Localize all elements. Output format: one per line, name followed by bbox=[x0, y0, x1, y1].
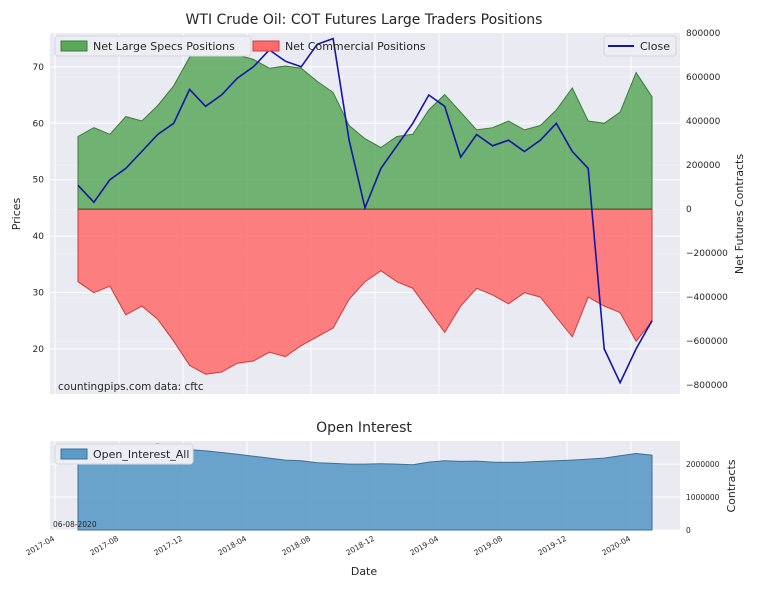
top-close-line bbox=[77, 37, 653, 385]
top-left-ticks: 20 30 40 50 60 70 bbox=[33, 63, 45, 355]
right-tick-label: −200000 bbox=[686, 249, 728, 259]
left-tick-label: 40 bbox=[33, 232, 45, 242]
watermark-text: countingpips.com bbox=[58, 381, 151, 393]
legend-swatch-open-interest bbox=[60, 448, 88, 460]
close-price-line bbox=[77, 37, 653, 385]
date-tick-label: 2018-12 bbox=[344, 534, 376, 558]
right-tick-label: −400000 bbox=[686, 293, 728, 303]
contracts-tick-label: 1000000 bbox=[686, 493, 720, 502]
left-tick-label: 30 bbox=[33, 288, 45, 298]
top-right-axis-label: Net Futures Contracts bbox=[733, 154, 746, 274]
date-tick-label: 2017-04 bbox=[24, 534, 56, 558]
top-legend-right: Close bbox=[603, 35, 677, 57]
right-tick-label: 0 bbox=[686, 205, 692, 215]
x-axis-label: Date bbox=[351, 565, 378, 578]
top-legend-left-2: Net Commercial Positions bbox=[252, 40, 426, 53]
date-tick-label: 2019-08 bbox=[472, 534, 504, 558]
left-tick-label: 20 bbox=[33, 345, 45, 355]
legend-swatch-commercial bbox=[252, 40, 280, 52]
date-stamp: 06-08-2020 bbox=[53, 520, 97, 529]
date-tick-label: 2019-04 bbox=[408, 534, 440, 558]
left-tick-label: 60 bbox=[33, 119, 45, 129]
right-tick-label: 600000 bbox=[686, 73, 721, 83]
left-tick-label: 70 bbox=[33, 63, 45, 73]
right-tick-label: 200000 bbox=[686, 161, 721, 171]
date-tick-label: 2017-08 bbox=[88, 534, 120, 558]
right-tick-label: 800000 bbox=[686, 29, 721, 39]
legend-swatch-specs bbox=[60, 40, 88, 52]
right-tick-label: −800000 bbox=[686, 381, 728, 391]
bottom-chart-title: Open Interest bbox=[316, 420, 412, 436]
legend-label-open-interest: Open_Interest_All bbox=[93, 448, 189, 461]
legend-label-specs: Net Large Specs Positions bbox=[93, 40, 235, 53]
bottom-x-ticks: 2017-04 2017-08 2017-12 2018-04 2018-08 2018-… bbox=[24, 534, 632, 558]
date-tick-label: 2018-08 bbox=[280, 534, 312, 558]
date-tick-label: 2019-12 bbox=[536, 534, 568, 558]
date-tick-label: 2017-12 bbox=[152, 534, 184, 558]
right-tick-label: −600000 bbox=[686, 337, 728, 347]
date-tick-label: 2018-04 bbox=[216, 534, 248, 558]
date-tick-label: 2020-04 bbox=[600, 534, 632, 558]
contracts-tick-label: 2000000 bbox=[686, 460, 720, 469]
top-right-ticks: −800000 −600000 −400000 −200000 0 200000 40000… bbox=[686, 29, 728, 391]
contracts-tick-label: 0 bbox=[686, 526, 691, 535]
left-tick-label: 50 bbox=[33, 176, 45, 186]
top-chart-title: WTI Crude Oil: COT Futures Large Traders… bbox=[186, 12, 543, 28]
bottom-right-axis-label: Contracts bbox=[725, 459, 738, 512]
legend-label-close: Close bbox=[640, 40, 670, 53]
top-legend-left: Net Large Specs Positions bbox=[54, 35, 252, 57]
source-text: data: cftc bbox=[154, 381, 204, 393]
area-net-large-specs bbox=[77, 43, 653, 210]
legend-label-commercial: Net Commercial Positions bbox=[285, 40, 426, 53]
top-left-axis-label: Prices bbox=[10, 197, 23, 230]
right-tick-label: 400000 bbox=[686, 117, 721, 127]
area-net-commercial bbox=[77, 208, 653, 375]
bottom-legend: Open_Interest_All bbox=[54, 443, 194, 465]
bottom-right-ticks: 0 1000000 2000000 bbox=[686, 460, 720, 535]
